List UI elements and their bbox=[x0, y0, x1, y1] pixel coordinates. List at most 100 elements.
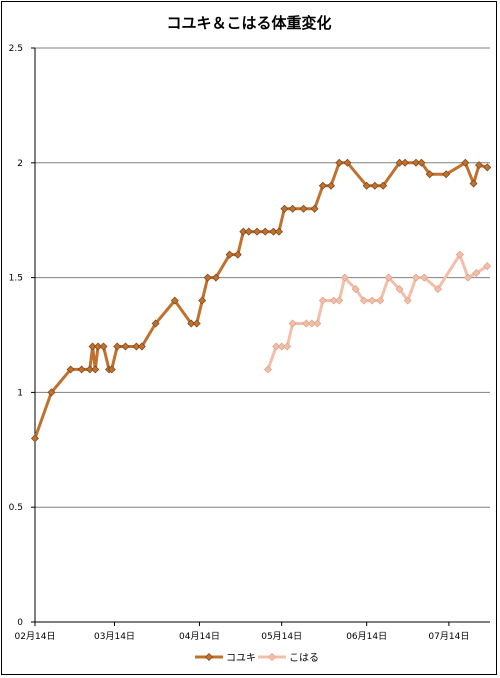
data-point bbox=[88, 342, 97, 351]
data-point bbox=[327, 181, 336, 190]
data-point bbox=[379, 181, 388, 190]
x-tick-label: 06月14日 bbox=[346, 631, 387, 642]
data-point bbox=[239, 227, 248, 236]
data-point bbox=[203, 273, 212, 282]
data-point bbox=[370, 181, 379, 190]
y-tick-label: 2 bbox=[17, 159, 23, 169]
series-line bbox=[266, 253, 489, 370]
data-point bbox=[384, 273, 393, 282]
data-point bbox=[335, 158, 344, 167]
data-point bbox=[335, 296, 344, 305]
data-point bbox=[113, 342, 122, 351]
data-point bbox=[483, 262, 492, 271]
axes bbox=[34, 48, 490, 623]
data-point bbox=[359, 296, 368, 305]
y-tick-label: 1.5 bbox=[9, 274, 23, 284]
legend-label: コユキ bbox=[226, 653, 256, 664]
data-point bbox=[253, 227, 262, 236]
data-point bbox=[170, 296, 179, 305]
data-point bbox=[187, 319, 196, 328]
data-point bbox=[261, 227, 270, 236]
series-1 bbox=[263, 250, 492, 374]
data-point bbox=[132, 342, 141, 351]
series-line bbox=[33, 161, 488, 439]
data-point bbox=[299, 204, 308, 213]
y-tick-label: 0 bbox=[17, 618, 23, 628]
x-tick-label: 02月14日 bbox=[15, 631, 56, 642]
data-point bbox=[274, 227, 283, 236]
data-point bbox=[318, 296, 327, 305]
data-point bbox=[66, 365, 75, 374]
legend-label: こはる bbox=[289, 652, 319, 664]
data-point bbox=[91, 365, 100, 374]
data-point bbox=[395, 285, 404, 294]
data-point bbox=[403, 296, 412, 305]
data-point bbox=[288, 204, 297, 213]
data-point bbox=[307, 319, 316, 328]
data-point bbox=[151, 319, 160, 328]
data-point bbox=[329, 296, 338, 305]
gridlines bbox=[35, 47, 490, 508]
data-point bbox=[107, 365, 116, 374]
data-point bbox=[233, 250, 242, 259]
data-point bbox=[472, 269, 481, 278]
x-tick-label: 03月14日 bbox=[94, 631, 135, 642]
data-point bbox=[137, 342, 146, 351]
data-point bbox=[272, 342, 281, 351]
data-point bbox=[340, 273, 349, 282]
data-point bbox=[211, 273, 220, 282]
legend-swatch-marker bbox=[268, 653, 276, 661]
y-tick-label: 2.5 bbox=[9, 44, 23, 54]
data-point bbox=[425, 170, 434, 179]
x-tick-label: 07月14日 bbox=[428, 631, 469, 642]
x-tick-label: 04月14日 bbox=[179, 631, 220, 642]
data-point bbox=[99, 342, 108, 351]
data-point bbox=[417, 158, 426, 167]
data-point bbox=[461, 158, 470, 167]
data-point bbox=[411, 158, 420, 167]
data-point bbox=[433, 285, 442, 294]
data-point bbox=[411, 273, 420, 282]
y-tick-label: 0.5 bbox=[9, 503, 23, 513]
data-point bbox=[469, 179, 478, 188]
x-tick-label: 05月14日 bbox=[261, 631, 302, 642]
chart-title: コユキ＆こはる体重変化 bbox=[166, 14, 331, 32]
data-point bbox=[313, 319, 322, 328]
series-0 bbox=[31, 158, 492, 443]
data-point bbox=[310, 204, 319, 213]
data-point bbox=[442, 170, 451, 179]
data-point bbox=[77, 365, 86, 374]
legend: コユキ こはる bbox=[195, 652, 319, 664]
data-point bbox=[47, 388, 56, 397]
data-point bbox=[368, 296, 377, 305]
data-point bbox=[225, 250, 234, 259]
data-point bbox=[263, 365, 272, 374]
data-point bbox=[269, 227, 278, 236]
y-tick-label: 1 bbox=[17, 388, 23, 398]
data-point bbox=[277, 342, 286, 351]
data-point bbox=[351, 285, 360, 294]
data-point bbox=[302, 319, 311, 328]
data-point bbox=[343, 158, 352, 167]
data-point bbox=[395, 158, 404, 167]
x-axis-ticks: 02月14日 03月14日 04月14日 05月14日 06月14日 07月14日 bbox=[15, 622, 469, 642]
data-point bbox=[376, 296, 385, 305]
data-point bbox=[198, 296, 207, 305]
data-point bbox=[283, 342, 292, 351]
data-point bbox=[318, 181, 327, 190]
data-point bbox=[192, 319, 201, 328]
data-point bbox=[31, 434, 39, 443]
legend-swatch-marker bbox=[205, 653, 213, 661]
data-point bbox=[420, 273, 429, 282]
data-point bbox=[475, 161, 484, 170]
data-point bbox=[280, 204, 289, 213]
y-axis-ticks: 0 0.5 1 1.5 2 2.5 bbox=[9, 44, 35, 628]
data-point bbox=[362, 181, 371, 190]
data-point bbox=[85, 365, 94, 374]
series-group bbox=[31, 158, 492, 443]
data-point bbox=[464, 273, 473, 282]
data-point bbox=[455, 250, 464, 259]
data-point bbox=[483, 163, 492, 172]
